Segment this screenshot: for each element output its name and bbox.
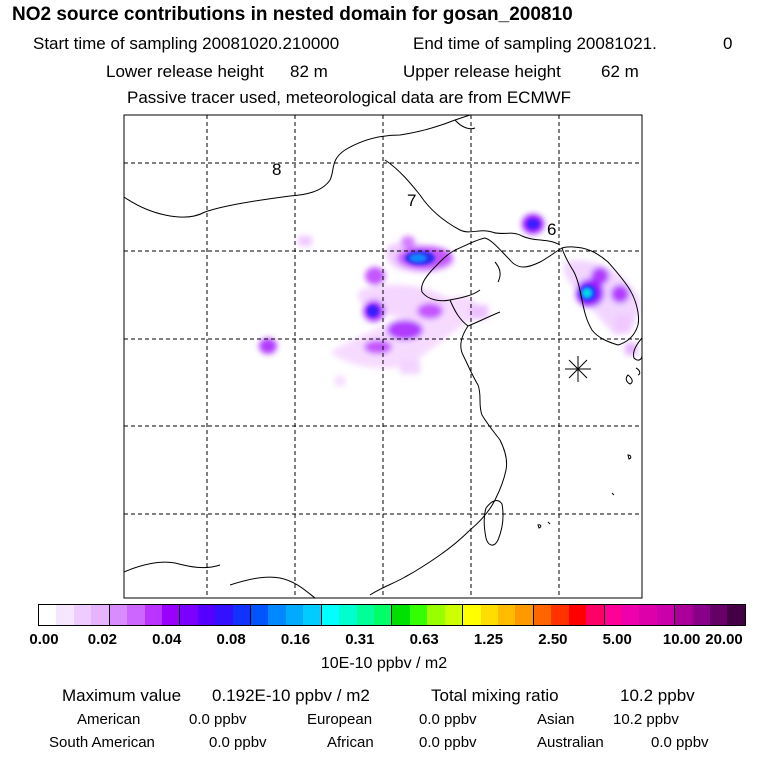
colorbar-segment <box>710 605 728 625</box>
colorbar-tick-label: 0.04 <box>152 631 182 648</box>
end-time-value: 0 <box>723 34 733 53</box>
colorbar-segment <box>409 605 428 625</box>
max-value-label: Maximum value <box>62 686 182 705</box>
colorbar-tick-label: 5.00 <box>602 631 632 648</box>
colorbar-tick-label: 0.08 <box>216 631 246 648</box>
colorbar-segment <box>604 605 622 625</box>
colorbar-segment <box>251 605 269 625</box>
colorbar-segment <box>215 605 233 625</box>
coastlines <box>124 115 642 598</box>
colorbar-segment <box>127 605 145 625</box>
region-name-european: European <box>307 711 373 728</box>
concentration-cores <box>367 219 596 317</box>
colorbar <box>38 604 746 626</box>
upper-release-value: 62 m <box>601 62 639 81</box>
colorbar-segment <box>533 605 552 625</box>
region-value-south-american: 0.0 ppbv <box>209 734 267 751</box>
colorbar-segment <box>356 605 375 625</box>
region-value-african: 0.0 ppbv <box>419 734 477 751</box>
colorbar-segment <box>39 605 57 625</box>
colorbar-segment <box>497 605 516 625</box>
colorbar-segment <box>91 605 110 625</box>
region-value-european: 0.0 ppbv <box>419 711 477 728</box>
colorbar-segment <box>144 605 162 625</box>
colorbar-segment <box>180 605 198 625</box>
lat-lon-grid <box>124 115 642 598</box>
colorbar-tick-label: 0.31 <box>345 631 375 648</box>
colorbar-segment <box>427 605 445 625</box>
colorbar-segment <box>551 605 569 625</box>
colorbar-segment <box>444 605 464 625</box>
colorbar-segment <box>303 605 322 625</box>
colorbar-tick-label: 0.16 <box>280 631 311 648</box>
lower-release-label: Lower release height <box>106 62 264 81</box>
colorbar-segment <box>197 605 216 625</box>
colorbar-segment <box>232 605 252 625</box>
page-title: NO2 source contributions in nested domai… <box>12 4 573 25</box>
colorbar-segment <box>321 605 340 625</box>
colorbar-segment <box>568 605 587 625</box>
colorbar-tick-label: 1.25 <box>473 631 504 648</box>
max-value: 0.192E-10 ppbv / m2 <box>212 686 370 705</box>
lower-release-value: 82 m <box>290 62 328 81</box>
region-label-8: 8 <box>272 160 281 179</box>
region-value-american: 0.0 ppbv <box>189 711 247 728</box>
region-name-australian: Australian <box>537 734 604 751</box>
colorbar-segment <box>161 605 181 625</box>
region-name-asian: Asian <box>537 711 575 728</box>
map-frame <box>123 114 643 599</box>
region-name-south-american: South American <box>49 734 155 751</box>
colorbar-tick-label: 0.63 <box>409 631 439 648</box>
colorbar-segment <box>374 605 393 625</box>
colorbar-tick-label: 20.00 <box>705 631 743 648</box>
upper-release-label: Upper release height <box>403 62 561 81</box>
colorbar-unit: 10E-10 ppbv / m2 <box>320 655 448 672</box>
colorbar-segment <box>621 605 640 625</box>
colorbar-segment <box>675 605 693 625</box>
colorbar-tick-label: 10.00 <box>662 631 701 648</box>
map-panel: 8 7 6 <box>123 114 643 599</box>
colorbar-segment <box>109 605 128 625</box>
region-name-american: American <box>77 711 141 728</box>
colorbar-segment <box>268 605 286 625</box>
colorbar-segment <box>639 605 657 625</box>
station-marker <box>565 356 591 382</box>
colorbar-segment <box>586 605 605 625</box>
total-mixing-label: Total mixing ratio <box>431 686 559 705</box>
total-mixing-value: 10.2 ppbv <box>620 686 695 705</box>
region-value-asian: 10.2 ppbv <box>613 711 679 728</box>
concentration-plume <box>259 214 640 386</box>
colorbar-segment <box>656 605 676 625</box>
region-name-african: African <box>327 734 374 751</box>
region-label-7: 7 <box>407 191 416 210</box>
region-label-6: 6 <box>547 220 556 239</box>
colorbar-segment <box>339 605 357 625</box>
start-time-label: Start time of sampling 20081020.210000 <box>33 34 340 53</box>
colorbar-segment <box>515 605 534 625</box>
colorbar-segment <box>73 605 92 625</box>
colorbar-segment <box>727 605 745 625</box>
colorbar-tick-label: 0.00 <box>29 631 59 648</box>
data-source-note: Passive tracer used, meteorological data… <box>127 88 572 107</box>
colorbar-tick-label: 0.02 <box>87 631 117 648</box>
colorbar-segment <box>285 605 304 625</box>
colorbar-segment <box>480 605 498 625</box>
colorbar-segment <box>56 605 74 625</box>
colorbar-segment <box>692 605 711 625</box>
region-value-australian: 0.0 ppbv <box>651 734 709 751</box>
end-time-label: End time of sampling 20081021. <box>413 34 657 53</box>
colorbar-tick-label: 2.50 <box>538 631 568 648</box>
colorbar-segment <box>392 605 410 625</box>
colorbar-segment <box>463 605 481 625</box>
